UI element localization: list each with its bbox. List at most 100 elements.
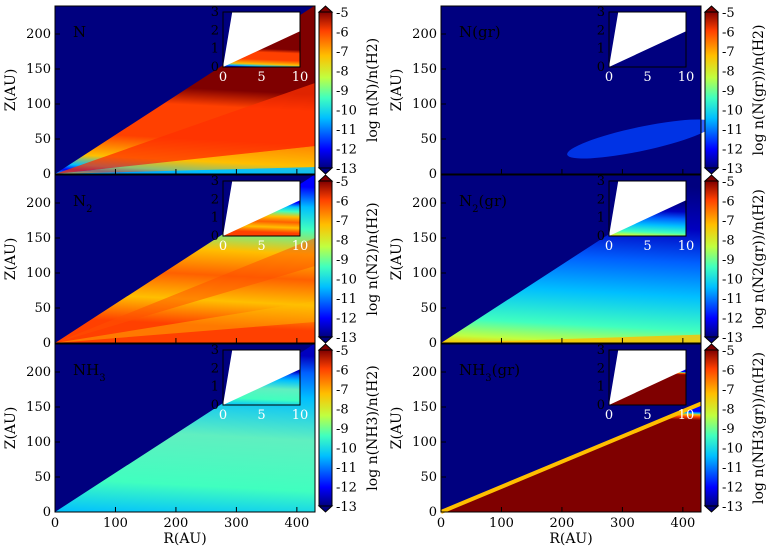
inset-x-tick-label: 0 [605,239,613,254]
y-tick-label: 50 [420,132,437,147]
colorbar-tick-label: -7 [336,383,349,398]
colorbar-tick-label: -12 [722,481,743,496]
inset-frame [608,180,687,237]
y-tick-label: 200 [26,196,51,211]
inset-y-tick-label: 3 [211,5,219,20]
inset-y-tick-label: 0 [597,60,605,75]
inset-frame [608,349,687,406]
inset-x-tick-label: 5 [643,408,651,423]
y-tick-label: 50 [34,132,51,147]
y-tick-label: 100 [412,97,437,112]
upper-band [55,238,315,343]
colorbar-tick-label: -10 [336,104,357,119]
y-tick-label: 200 [412,27,437,42]
x-axis-label: R(AU) [163,531,206,547]
colorbar-label: log n(N)/n(H2) [365,38,381,142]
inset-y-tick-label: 1 [211,42,219,57]
colorbar-tick-label: -7 [336,214,349,229]
ice-front [440,401,702,514]
x-tick-label: 0 [51,516,59,531]
y-axis-label: Z(AU) [389,407,405,450]
colorbar-tick-label: -5 [722,6,735,21]
colorbar-tick-label: -10 [336,273,357,288]
inset-y-tick-label: 3 [597,174,605,189]
colorbar-tick-label: -11 [336,461,357,476]
inset-y-tick-label: 3 [597,343,605,358]
inset-y-tick-label: 1 [597,211,605,226]
inset-y-tick-label: 0 [597,229,605,244]
colorbar-tick-label: -7 [722,383,735,398]
colorbar-tick-label: -9 [722,84,735,99]
inset-disk [609,200,686,236]
inset-y-tick-label: 0 [211,229,219,244]
x-tick-label: 300 [224,516,249,531]
inset-x-tick-label: 0 [219,239,227,254]
y-tick-label: 150 [26,400,51,415]
colorbar-gradient [318,180,333,338]
colorbar-label: log n(N2(gr))/n(H2) [751,189,767,329]
inset-y-tick-label: 3 [597,5,605,20]
midplane-layer [441,334,701,343]
x-tick-label: 400 [670,516,695,531]
colorbar-tick-label: -12 [722,312,743,327]
colorbar-bottom-arrow [317,336,334,344]
colorbar-tick-label: -9 [336,253,349,268]
x-tick-label: 400 [284,516,309,531]
x-tick-label: 200 [550,516,575,531]
colorbar-tick-label: -11 [336,123,357,138]
y-tick-label: 50 [34,470,51,485]
x-tick-label: 0 [437,516,445,531]
inset-disk [223,369,300,405]
colorbar-label: log n(NH3)/n(H2) [365,365,381,490]
y-tick-label: 0 [43,167,51,182]
inset-x-tick-label: 10 [678,239,695,254]
colorbar-top-arrow [703,5,720,13]
colorbar-gradient [318,349,333,507]
y-tick-label: 100 [412,266,437,281]
colorbar-tick-label: -9 [722,422,735,437]
colorbar-gradient [318,11,333,169]
colorbar-tick-label: -8 [722,403,735,418]
colorbar-tick-label: -6 [722,26,735,41]
inset-x-tick-label: 5 [643,70,651,85]
colorbar-tick-label: -13 [336,500,357,515]
inset-x-tick-label: 10 [292,408,309,423]
y-tick-label: 150 [412,62,437,77]
inset-x-tick-label: 5 [257,239,265,254]
y-tick-label: 150 [26,62,51,77]
colorbar-tick-label: -5 [336,175,349,190]
colorbar-tick-label: -6 [336,364,349,379]
colorbar-label: log n(NH3(gr))/n(H2) [751,352,767,504]
colorbar-tick-label: -5 [336,344,349,359]
x-tick-label: 100 [489,516,514,531]
colorbar-gradient [704,349,719,507]
colorbar-gradient [704,180,719,338]
colorbar-tick-label: -9 [336,422,349,437]
colorbar-top-arrow [703,174,720,182]
inset-frame [608,11,687,68]
inset-y-tick-label: 0 [211,398,219,413]
colorbar-label: log n(N(gr))/n(H2) [751,25,767,156]
panel-frame [440,174,702,344]
y-tick-label: 150 [26,231,51,246]
panel-frame [54,5,316,175]
y-tick-label: 50 [420,301,437,316]
y-tick-label: 0 [43,336,51,351]
colorbar-tick-label: -5 [722,344,735,359]
inset-disk [223,31,300,67]
inset-frame [222,180,301,237]
panel-title: N [73,23,86,41]
colorbar-tick-label: -13 [722,162,743,177]
y-tick-label: 0 [43,505,51,520]
colorbar-tick-label: -6 [336,195,349,210]
x-axis-label: R(AU) [549,531,592,547]
inset-y-tick-label: 2 [211,23,219,38]
x-tick-label: 200 [164,516,189,531]
inset-disk [609,31,686,67]
y-tick-label: 150 [412,400,437,415]
